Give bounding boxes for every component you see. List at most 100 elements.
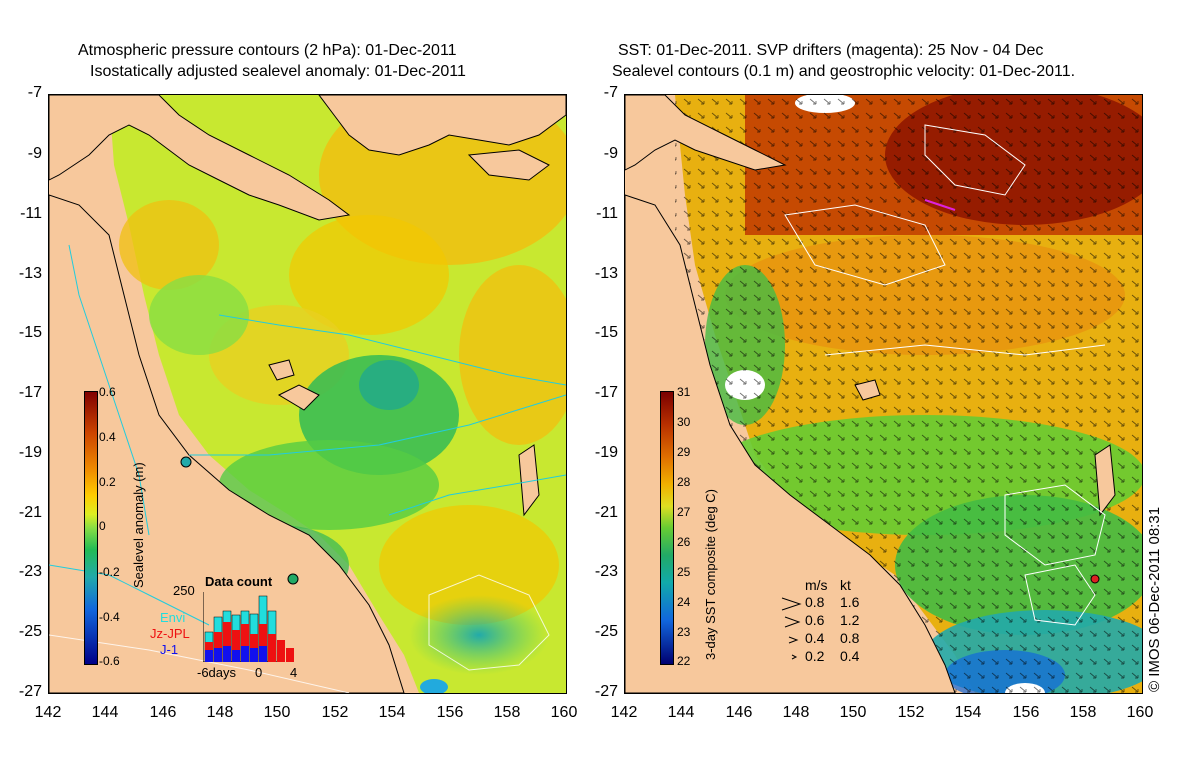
sst-colorbar-label: 28 — [677, 475, 691, 489]
right-xtick: 148 — [782, 704, 810, 721]
velocity-legend-ms: 0.6 — [805, 612, 825, 628]
bar-jz — [277, 640, 285, 662]
right-xtick: 154 — [954, 704, 982, 721]
sealevel-contour-4 — [1024, 564, 1096, 626]
data-count-bar-group — [204, 595, 294, 662]
anomaly-low-4 — [409, 595, 549, 675]
sealevel-colorbar-label: 0 — [99, 519, 106, 533]
bar-jz — [268, 634, 276, 662]
data-count-xlabel: -6days — [197, 665, 237, 680]
data-count-series-j1: J-1 — [160, 642, 179, 657]
right-xtick: 146 — [725, 704, 753, 721]
left-ytick: -25 — [18, 623, 42, 640]
right-xtick: 152 — [897, 704, 925, 721]
left-xtick: 152 — [321, 704, 349, 721]
left-ytick: -23 — [18, 563, 42, 580]
bar-jz — [286, 648, 294, 662]
isobath-5 — [388, 474, 566, 516]
right-ytick: -13 — [594, 265, 618, 282]
left-xtick: 156 — [436, 704, 464, 721]
left-xtick: 146 — [149, 704, 177, 721]
right-title-line2: Sealevel contours (0.1 m) and geostrophi… — [612, 63, 1076, 80]
data-count-series-jz: Jz-JPL — [150, 626, 190, 641]
pressure-contour-1 — [49, 634, 350, 693]
anomaly-low-5 — [359, 360, 419, 410]
sealevel-contour-5 — [824, 344, 1106, 356]
left-ytick: -11 — [20, 205, 42, 222]
bar-j1 — [259, 646, 267, 662]
drifter-marker-2 — [287, 573, 299, 585]
right-xtick: 150 — [839, 704, 867, 721]
bar-jz — [259, 624, 267, 662]
right-ytick: -21 — [594, 504, 618, 521]
bar-j1 — [250, 648, 258, 662]
data-count-series-envi: Envi — [160, 610, 186, 625]
left-ytick: -15 — [18, 324, 42, 341]
anomaly-low-6 — [149, 275, 249, 355]
anomaly-high-se — [379, 505, 559, 625]
sealevel-colorbar-label: -0.2 — [99, 565, 120, 579]
right-ytick: -9 — [603, 145, 618, 162]
land-australia — [625, 194, 956, 693]
bar-jz — [214, 632, 222, 662]
land-new-guinea — [49, 95, 351, 221]
bar-j1 — [205, 650, 213, 662]
left-xtick: 144 — [91, 704, 119, 721]
sealevel-contour-1 — [924, 124, 1026, 196]
right-ytick: -25 — [594, 623, 618, 640]
left-ytick: -17 — [18, 384, 42, 401]
sealevel-contour-3 — [1004, 484, 1106, 566]
bar-j1 — [214, 648, 222, 662]
isobath-3 — [189, 394, 566, 456]
velocity-arrow-tiny — [791, 654, 798, 660]
right-title-line1: SST: 01-Dec-2011. SVP drifters (magenta)… — [618, 42, 1044, 59]
velocity-legend-ms-header: m/s — [805, 577, 828, 593]
right-ytick: -17 — [594, 384, 618, 401]
data-count-xlabel: 0 — [255, 665, 263, 680]
data-count-bars — [203, 592, 295, 662]
svp-drifter-track — [924, 199, 956, 211]
velocity-legend-kt: 0.4 — [840, 648, 860, 664]
left-title-line2: Isostatically adjusted sealevel anomaly:… — [90, 63, 466, 80]
anomaly-high-west — [119, 200, 219, 290]
land-islands-ne — [467, 149, 550, 181]
data-count-xlabel: 4 — [290, 665, 298, 680]
anomaly-low-spot — [420, 679, 448, 693]
anomaly-high-east — [459, 265, 566, 445]
sealevel-anomaly-svg — [49, 95, 566, 693]
sealevel-contour-2 — [784, 204, 946, 286]
right-xtick: 160 — [1126, 704, 1154, 721]
sealevel-colorbar-title: Sealevel anomaly (m) — [131, 462, 146, 588]
isobath-2 — [218, 314, 566, 386]
sst-colorbar-label: 30 — [677, 415, 691, 429]
left-ytick: -9 — [27, 145, 42, 162]
velocity-legend-kt: 1.6 — [840, 594, 860, 610]
left-ytick: -7 — [27, 84, 42, 101]
left-ytick: -21 — [18, 504, 42, 521]
velocity-arrow-large — [781, 597, 802, 611]
bar-jz — [241, 624, 249, 662]
bar-jz — [223, 622, 231, 662]
velocity-legend-ms: 0.4 — [805, 630, 825, 646]
velocity-legend-ms: 0.8 — [805, 594, 825, 610]
sst-colorbar-label: 26 — [677, 535, 691, 549]
sst-colorbar-label: 22 — [677, 654, 691, 668]
left-ytick: -13 — [18, 265, 42, 282]
isobath-4 — [49, 564, 210, 626]
velocity-legend-ms: 0.2 — [805, 648, 825, 664]
sst-colorbar-title: 3-day SST composite (deg C) — [703, 489, 718, 660]
velocity-arrow-small — [788, 636, 799, 644]
sst-colorbar-label: 31 — [677, 385, 691, 399]
sealevel-colorbar — [84, 391, 98, 665]
anomaly-low-2 — [219, 440, 439, 530]
left-xtick: 148 — [206, 704, 234, 721]
right-xtick: 142 — [610, 704, 638, 721]
isobath-1 — [68, 244, 150, 536]
sealevel-colorbar-label: 0.2 — [99, 475, 116, 489]
left-ytick: -27 — [18, 683, 42, 700]
land-new-guinea — [625, 95, 787, 171]
sst-svg — [625, 95, 1142, 693]
left-xtick: 150 — [263, 704, 291, 721]
velocity-legend-kt: 0.8 — [840, 630, 860, 646]
reef-island-3 — [518, 444, 540, 517]
